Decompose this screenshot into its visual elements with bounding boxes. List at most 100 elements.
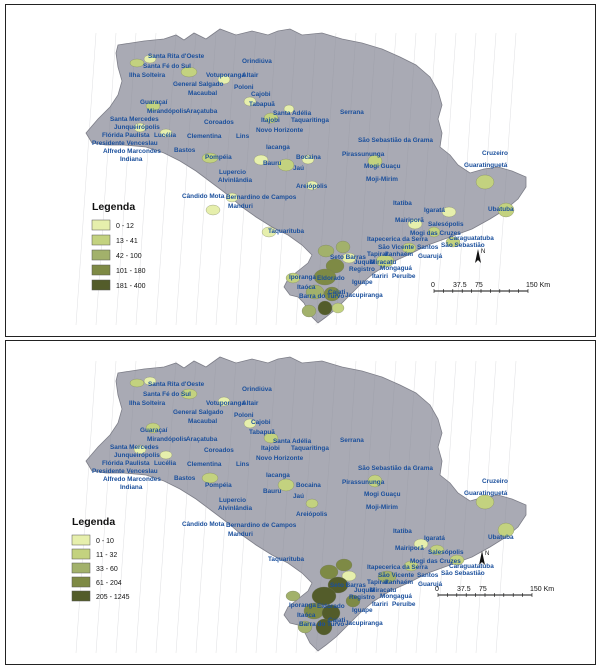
place-label: São Sebastião da Grama bbox=[358, 465, 433, 472]
place-label: Clementina bbox=[187, 461, 222, 468]
place-label: Santa Fé do Sul bbox=[143, 391, 191, 398]
place-label: Tapiraí bbox=[367, 251, 388, 258]
place-label: Mairiporã bbox=[395, 217, 424, 224]
place-label: Cruzeiro bbox=[482, 478, 508, 485]
place-label: Itatiba bbox=[393, 200, 412, 207]
place-label: Araçatuba bbox=[186, 436, 218, 443]
municipality-shape bbox=[345, 594, 361, 608]
place-label: Mogi Guaçu bbox=[364, 163, 401, 170]
place-label: Guarujá bbox=[418, 581, 443, 588]
place-label: General Salgado bbox=[173, 81, 224, 88]
place-label: Mogi Guaçu bbox=[364, 491, 401, 498]
municipality-shape bbox=[297, 620, 313, 634]
municipality-shape bbox=[285, 272, 301, 284]
municipality-shape bbox=[201, 472, 219, 484]
place-label: Indiana bbox=[120, 156, 143, 163]
place-label: Cruzeiro bbox=[482, 150, 508, 157]
place-label: Eldorado bbox=[317, 603, 345, 610]
place-label: Jacupiranga bbox=[345, 620, 383, 627]
municipality-shape bbox=[313, 268, 337, 286]
municipality-shape bbox=[283, 104, 295, 114]
place-labels: Santa Rita d'Oeste Orindiúva Santa Fé do S… bbox=[92, 53, 514, 300]
place-label: Coroados bbox=[204, 447, 234, 454]
place-label: Presidente Venceslau bbox=[92, 468, 158, 475]
place-label: Mirandópolis bbox=[147, 108, 187, 115]
municipality-shape bbox=[403, 560, 419, 572]
place-label: Bauru bbox=[263, 160, 282, 167]
municipality-shape bbox=[159, 450, 173, 460]
north-label: N bbox=[485, 551, 489, 557]
place-label: Eldorado bbox=[317, 275, 345, 282]
place-label: Serrana bbox=[340, 437, 364, 444]
legend-swatch bbox=[71, 590, 91, 602]
municipality-shape bbox=[253, 154, 269, 166]
place-label: Bauru bbox=[263, 488, 282, 495]
municipality-shape bbox=[319, 564, 339, 580]
municipality-shape bbox=[243, 96, 257, 107]
place-label: Tabapuã bbox=[249, 101, 275, 108]
legend-label: 101 - 180 bbox=[116, 268, 146, 275]
north-arrow-icon: N bbox=[475, 249, 485, 263]
municipality-shape bbox=[129, 58, 145, 68]
municipality-shape bbox=[145, 100, 161, 112]
municipality-shape bbox=[323, 286, 341, 302]
scale-tick-label: 150 Km bbox=[526, 282, 550, 289]
place-label: Itariri bbox=[372, 601, 388, 608]
municipality-shape bbox=[341, 570, 357, 582]
municipality-shape bbox=[401, 242, 417, 254]
place-label: Mongaguá bbox=[380, 265, 412, 272]
municipality-shape bbox=[301, 304, 317, 318]
municipality-shape bbox=[145, 422, 161, 434]
municipality-shape bbox=[367, 154, 383, 168]
place-label: Seto Barras bbox=[330, 254, 366, 261]
place-label: Caraguatatuba bbox=[449, 563, 494, 570]
place-label: Santa Mercedes bbox=[110, 116, 159, 123]
scale-bar: 0 37.5 75 150 Km bbox=[435, 586, 554, 597]
state-outline bbox=[85, 28, 527, 324]
legend-label: 205 - 1245 bbox=[96, 594, 130, 601]
municipality-shape bbox=[449, 554, 465, 566]
place-label: Cajobi bbox=[251, 91, 271, 98]
place-label: Registro bbox=[349, 266, 375, 273]
place-label: São Vicente bbox=[378, 244, 415, 251]
place-label: Lins bbox=[236, 133, 250, 140]
scale-tick-label: 75 bbox=[475, 282, 483, 289]
place-label: Igaratá bbox=[424, 535, 445, 542]
municipality-shape bbox=[335, 240, 351, 254]
municipality-shape bbox=[201, 152, 219, 164]
map-top: Santa Rita d'Oeste Orindiúva Santa Fé do S… bbox=[75, 28, 550, 326]
place-label: Guaraçaí bbox=[140, 99, 168, 106]
place-label: Itaóca bbox=[297, 612, 316, 619]
legend-swatch bbox=[91, 279, 111, 291]
place-label: São Sebastião da Grama bbox=[358, 137, 433, 144]
place-label: Peruíbe bbox=[392, 273, 416, 280]
place-label: Santa Adélia bbox=[273, 438, 312, 445]
municipality-shape bbox=[133, 122, 147, 133]
place-label: Areiópolis bbox=[296, 511, 328, 518]
municipality-shape bbox=[375, 254, 395, 268]
municipality-shape bbox=[159, 128, 173, 138]
place-label: Poloni bbox=[234, 84, 254, 91]
place-label: Junqueirópolis bbox=[114, 452, 160, 459]
map-layer: Santa Rita d'Oeste Orindiúva Santa Fé do S… bbox=[75, 28, 527, 326]
place-label: Orindiúva bbox=[242, 386, 272, 393]
legend-label: 11 - 32 bbox=[96, 552, 117, 559]
place-label: Itatiba bbox=[393, 528, 412, 535]
place-label: Lucélia bbox=[154, 132, 176, 139]
municipality-shape bbox=[413, 538, 429, 550]
municipality-shape bbox=[427, 226, 441, 238]
place-label: Juquiá bbox=[354, 259, 375, 266]
place-label: Ubatuba bbox=[488, 206, 514, 213]
municipality-shape bbox=[301, 154, 315, 165]
place-label: Itaóca bbox=[297, 284, 316, 291]
legend-swatch bbox=[71, 562, 91, 574]
place-label: Ilha Solteira bbox=[129, 72, 166, 79]
municipality-shape bbox=[327, 576, 349, 594]
place-label: Junqueirópolis bbox=[114, 124, 160, 131]
place-label: Pirassununga bbox=[342, 479, 385, 486]
place-label: Itajobi bbox=[261, 445, 280, 452]
place-label: Santa Rita d'Oeste bbox=[148, 381, 205, 388]
highlighted-municipalities bbox=[129, 376, 515, 636]
place-label: Bernardino de Campos bbox=[226, 522, 297, 529]
place-label: Seto Barras bbox=[330, 582, 366, 589]
